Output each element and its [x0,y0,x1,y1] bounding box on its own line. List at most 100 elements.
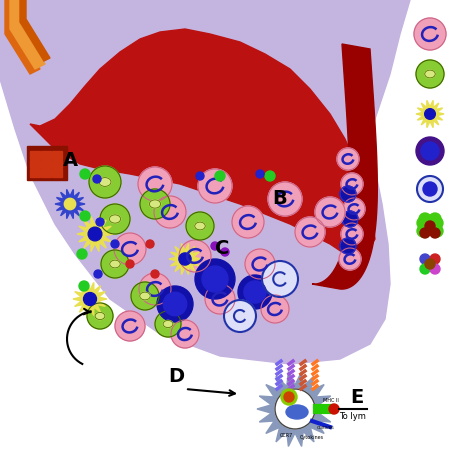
Circle shape [419,213,431,225]
Ellipse shape [110,260,120,268]
Circle shape [195,259,235,299]
Circle shape [179,253,191,265]
Circle shape [196,172,204,180]
Circle shape [416,60,444,88]
Circle shape [275,389,315,429]
Circle shape [342,211,358,227]
Text: D: D [168,367,184,386]
Circle shape [221,248,229,256]
Circle shape [414,18,446,50]
FancyBboxPatch shape [30,168,40,176]
Ellipse shape [163,320,173,328]
Circle shape [88,227,102,241]
Circle shape [96,218,104,226]
Ellipse shape [95,312,105,319]
Circle shape [420,228,430,238]
Circle shape [430,228,440,238]
Circle shape [424,215,436,227]
Text: B: B [272,189,287,208]
Circle shape [155,311,181,337]
Polygon shape [169,244,201,274]
Circle shape [421,142,439,160]
Circle shape [420,254,430,264]
Circle shape [80,169,90,179]
Ellipse shape [286,405,308,419]
Circle shape [340,186,356,202]
Circle shape [339,248,361,270]
Ellipse shape [140,292,150,300]
FancyBboxPatch shape [30,151,40,158]
Circle shape [425,109,435,119]
Text: CD80/86: CD80/86 [317,426,335,430]
Circle shape [340,238,356,254]
Circle shape [431,217,443,229]
Circle shape [83,292,97,305]
Circle shape [281,389,297,405]
Circle shape [179,240,211,272]
Circle shape [430,254,440,264]
Text: Cytokines: Cytokines [300,435,324,440]
Circle shape [80,211,90,221]
FancyBboxPatch shape [27,146,67,180]
Circle shape [420,264,430,274]
Circle shape [343,198,365,220]
Circle shape [244,281,266,303]
Circle shape [315,197,345,227]
Circle shape [337,148,359,170]
Text: C: C [215,239,229,258]
Circle shape [151,270,159,278]
Circle shape [232,206,264,238]
Circle shape [417,176,443,202]
Circle shape [205,284,235,314]
Polygon shape [73,283,107,316]
Circle shape [93,175,101,183]
Circle shape [89,166,121,198]
FancyBboxPatch shape [42,168,52,176]
Circle shape [417,225,429,237]
Polygon shape [30,29,375,264]
Circle shape [140,189,170,219]
Polygon shape [5,0,40,74]
Circle shape [211,242,219,250]
Circle shape [261,295,289,323]
Polygon shape [0,0,410,364]
FancyBboxPatch shape [42,151,52,158]
Circle shape [341,173,363,195]
Ellipse shape [99,178,111,186]
Text: MHC II: MHC II [323,398,339,403]
Ellipse shape [425,70,435,78]
Circle shape [429,213,441,225]
Circle shape [126,260,134,268]
Circle shape [79,281,89,291]
Text: CCR7: CCR7 [280,433,293,438]
Circle shape [417,217,429,229]
Circle shape [115,311,145,341]
Polygon shape [416,100,444,128]
Circle shape [139,273,171,305]
Polygon shape [257,372,333,447]
Circle shape [430,264,440,274]
Ellipse shape [109,215,120,223]
Circle shape [164,292,187,316]
Circle shape [284,392,294,402]
Circle shape [238,275,272,309]
FancyBboxPatch shape [53,151,63,158]
Text: A: A [63,151,78,170]
Circle shape [114,233,146,265]
Circle shape [171,320,199,348]
Circle shape [100,204,130,234]
Circle shape [215,171,225,181]
FancyBboxPatch shape [42,159,52,167]
Circle shape [64,198,76,210]
Circle shape [186,212,214,240]
Circle shape [245,249,275,279]
Circle shape [77,249,87,259]
Circle shape [146,240,154,248]
Circle shape [131,282,159,310]
Circle shape [423,182,437,196]
Circle shape [157,286,193,322]
Circle shape [329,404,339,414]
Circle shape [265,171,275,181]
Ellipse shape [195,222,205,230]
Circle shape [256,170,264,178]
